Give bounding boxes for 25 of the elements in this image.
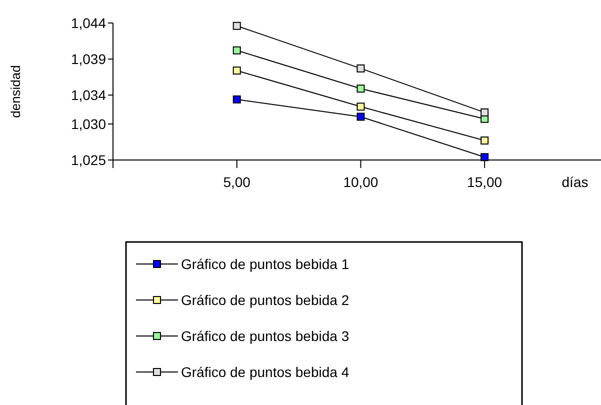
point [356,84,365,93]
point [232,22,241,30]
x-axis-title: días [562,174,588,190]
legend-label: Gráfico de puntos bebida 4 [181,364,350,380]
point [232,66,241,75]
y-tick-label: 1,025 [70,152,106,168]
y-tick-label: 1,030 [70,116,106,132]
y-tick-label: 1,044 [70,14,106,31]
x-tick-label: 15,00 [467,174,502,190]
legend-label: Gráfico de puntos bebida 2 [181,292,350,308]
y-axis-title: densidad [8,65,23,118]
point [480,108,489,116]
y-tick-label: 1,034 [70,87,106,104]
point [480,153,489,162]
legend-label: Gráfico de puntos bebida 3 [181,328,350,344]
point [356,64,365,72]
x-tick-label: 5,00 [223,174,251,190]
y-tick-label: 1,039 [70,50,106,67]
x-tick-label: 10,00 [343,174,378,190]
legend-label: Gráfico de puntos bebida 1 [181,256,350,272]
point [232,95,241,104]
point [480,136,489,145]
point [232,46,241,54]
point [356,112,365,121]
point [356,102,365,111]
